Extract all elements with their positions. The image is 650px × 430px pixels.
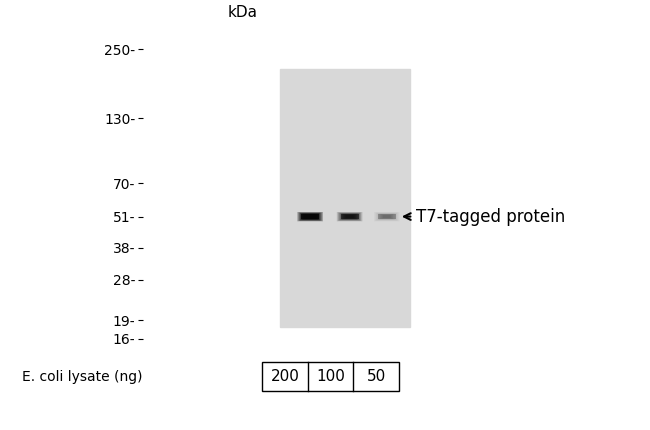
Bar	[341, 214, 359, 219]
FancyBboxPatch shape	[344, 215, 355, 218]
FancyBboxPatch shape	[298, 212, 322, 221]
FancyBboxPatch shape	[341, 213, 359, 220]
FancyBboxPatch shape	[378, 213, 396, 220]
Text: kDa: kDa	[227, 6, 257, 20]
Text: 200: 200	[271, 369, 300, 384]
FancyBboxPatch shape	[380, 214, 393, 219]
FancyBboxPatch shape	[346, 215, 354, 218]
FancyBboxPatch shape	[298, 212, 323, 221]
Bar	[280, 69, 410, 327]
FancyBboxPatch shape	[382, 215, 392, 218]
FancyBboxPatch shape	[300, 213, 320, 220]
FancyBboxPatch shape	[301, 213, 319, 220]
FancyBboxPatch shape	[383, 215, 391, 218]
FancyBboxPatch shape	[339, 213, 360, 220]
FancyBboxPatch shape	[342, 214, 358, 219]
FancyBboxPatch shape	[337, 212, 363, 221]
FancyBboxPatch shape	[343, 214, 356, 219]
FancyBboxPatch shape	[338, 212, 361, 221]
Bar	[301, 214, 319, 219]
Text: 50: 50	[367, 369, 386, 384]
FancyBboxPatch shape	[302, 214, 318, 219]
FancyBboxPatch shape	[379, 214, 395, 219]
Text: T7-tagged protein: T7-tagged protein	[404, 208, 566, 226]
FancyBboxPatch shape	[304, 214, 317, 219]
FancyBboxPatch shape	[305, 215, 315, 218]
Bar	[378, 214, 396, 219]
FancyBboxPatch shape	[306, 215, 314, 218]
Text: 100: 100	[317, 369, 345, 384]
Text: E. coli lysate (ng): E. coli lysate (ng)	[23, 370, 143, 384]
